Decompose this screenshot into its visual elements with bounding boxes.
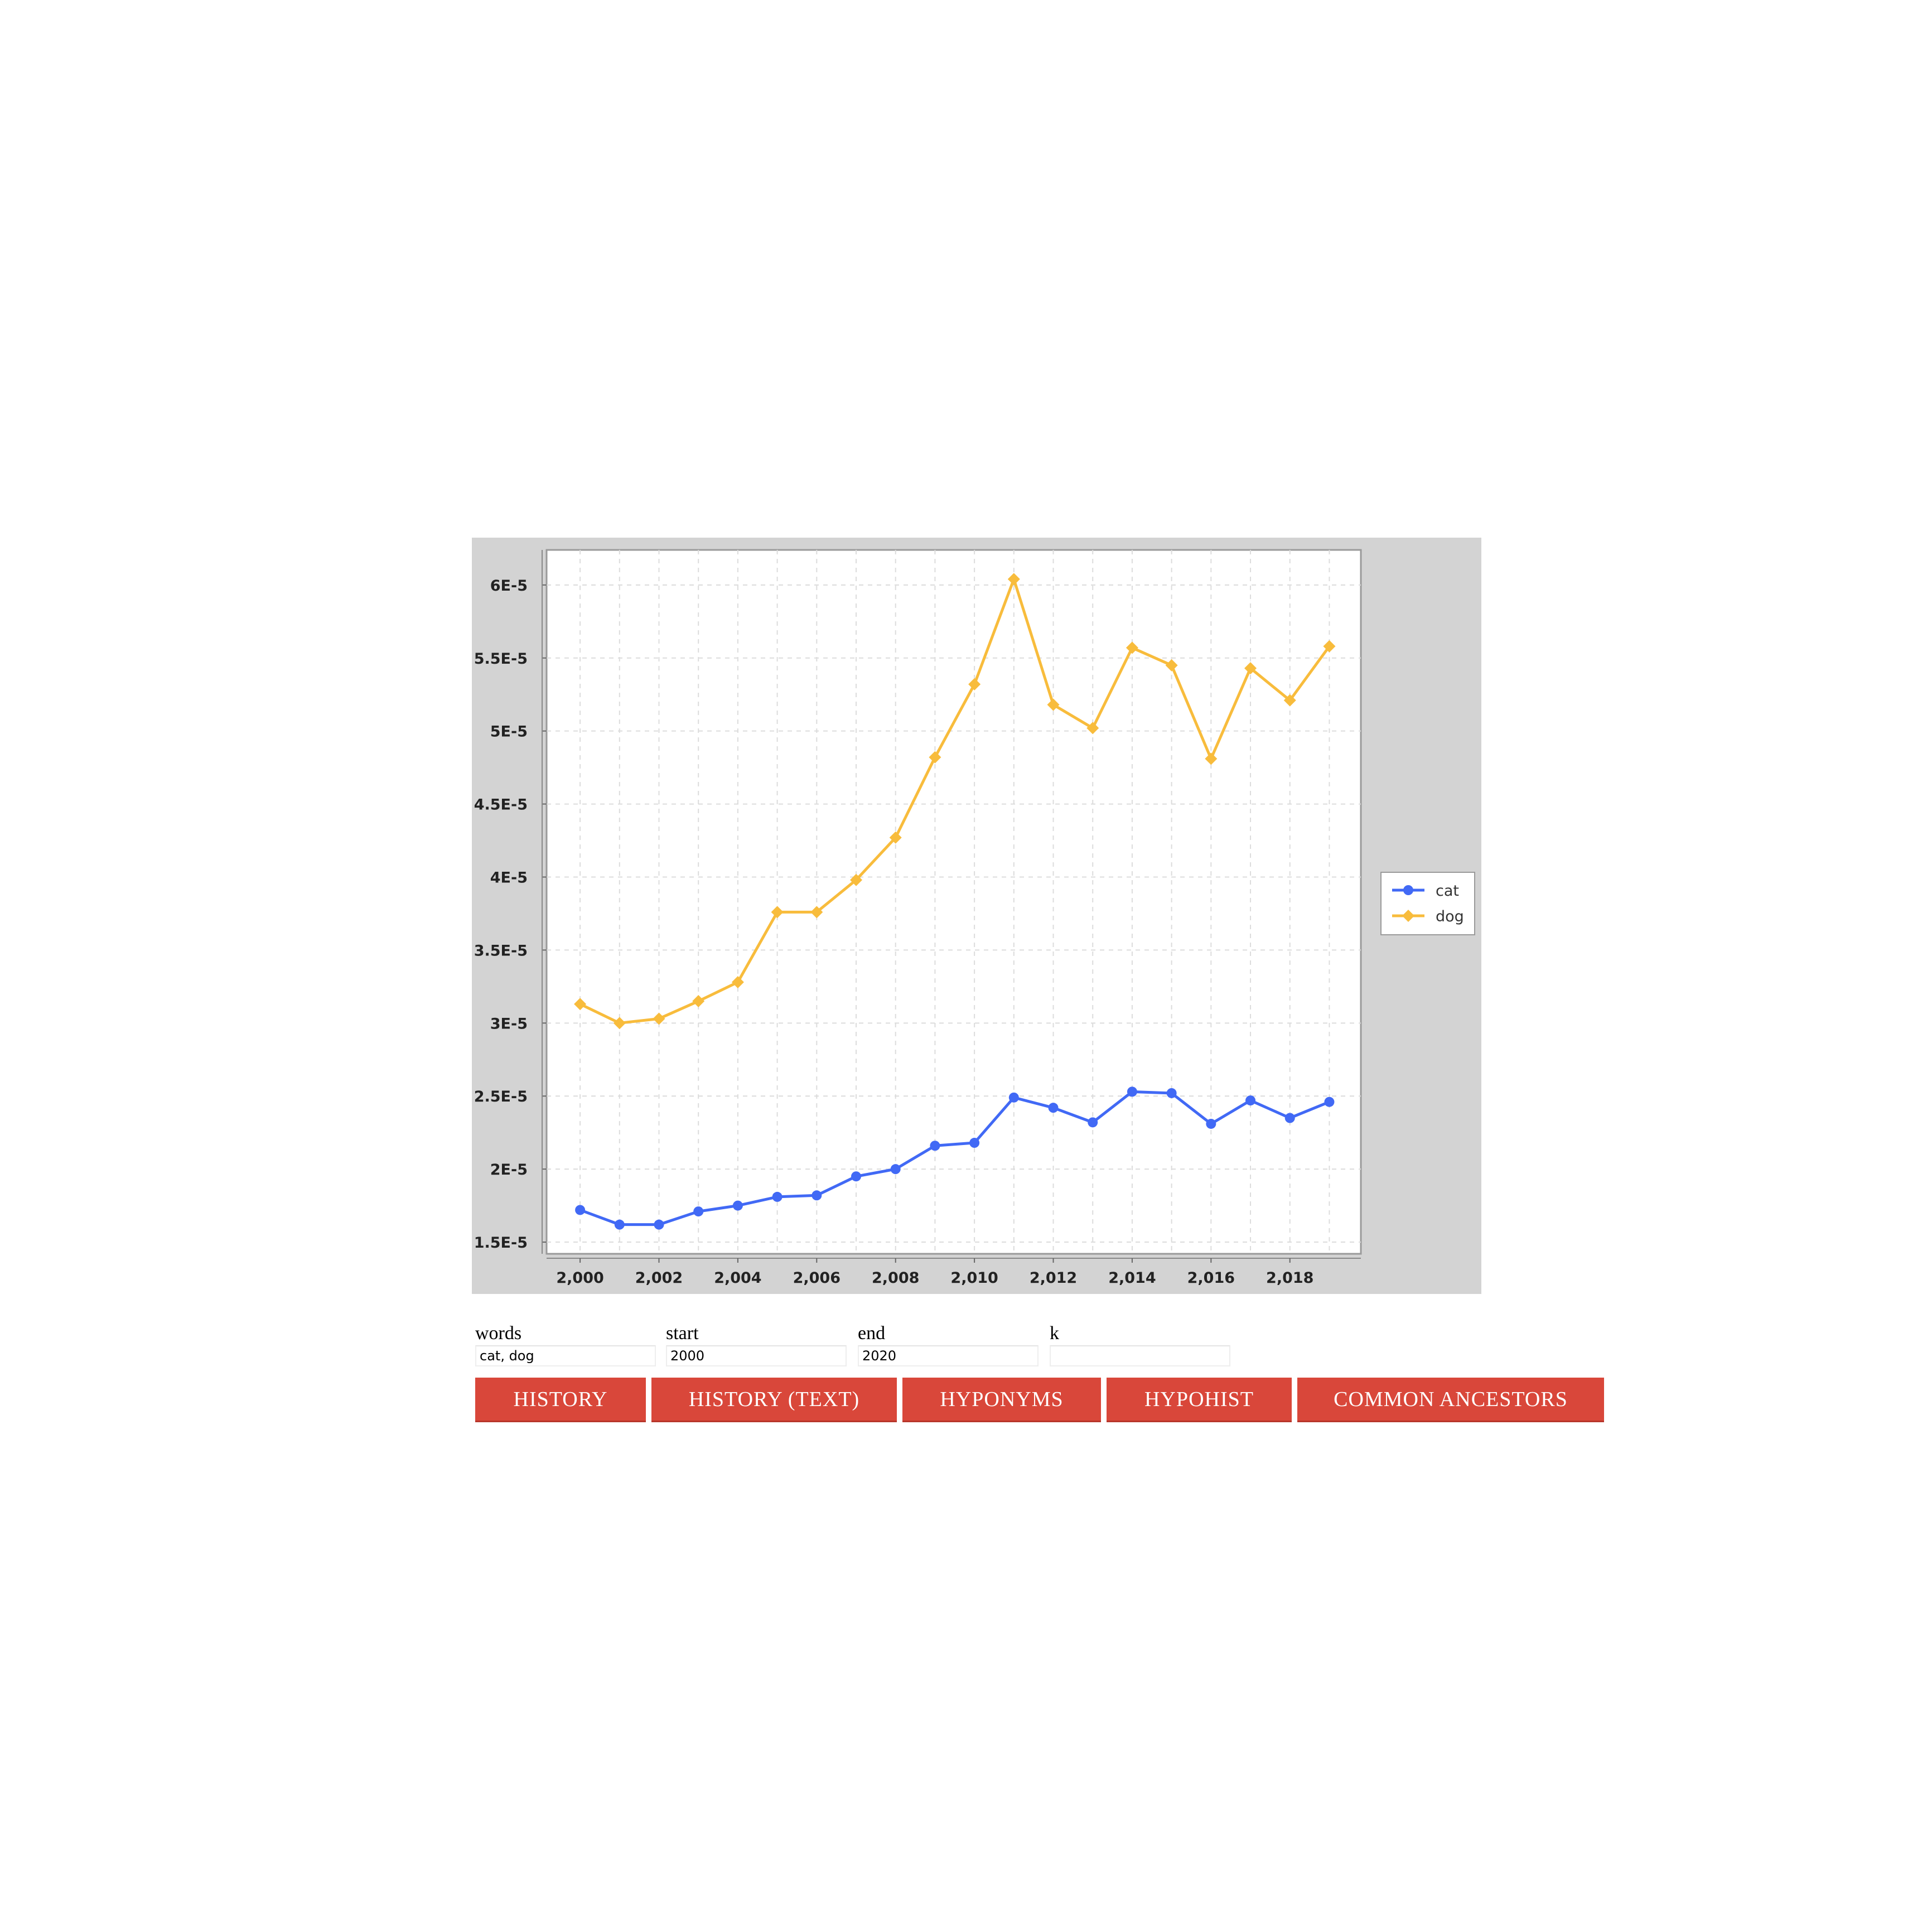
x-tick-label: 2,002 (635, 1269, 683, 1287)
data-point-cat (1127, 1086, 1137, 1097)
x-tick-label: 2,014 (1108, 1269, 1156, 1287)
data-point-cat (1088, 1117, 1098, 1128)
k-input[interactable] (1050, 1345, 1230, 1366)
x-tick-label: 2,018 (1266, 1269, 1313, 1287)
data-point-dog (771, 906, 784, 919)
end-input[interactable] (858, 1345, 1039, 1366)
data-point-dog (929, 751, 941, 764)
data-point-dog (1323, 640, 1336, 653)
y-tick-label: 1.5E-5 (474, 1234, 528, 1252)
y-tick-label: 4.5E-5 (474, 796, 528, 814)
data-point-cat (1048, 1103, 1059, 1113)
x-tick-label: 2,012 (1030, 1269, 1077, 1287)
data-point-dog (574, 998, 587, 1011)
data-point-cat (1206, 1118, 1216, 1129)
plot-area (545, 549, 1362, 1255)
start-input[interactable] (666, 1345, 847, 1366)
y-tick-label: 4E-5 (490, 869, 528, 886)
x-tick-label: 2,008 (872, 1269, 919, 1287)
data-point-dog (653, 1012, 665, 1025)
chart-panel: 1.5E-5 2E-5 2.5E-5 3E-5 3.5E-5 4E-5 4.5E-5 5E-5… (472, 538, 1481, 1294)
data-point-cat (654, 1219, 664, 1230)
legend-box (1380, 872, 1475, 935)
data-point-cat (614, 1219, 625, 1230)
legend-marker-dog (1402, 910, 1414, 922)
data-point-dog (1007, 573, 1020, 586)
k-label: k (1050, 1323, 1059, 1344)
y-tick-label: 5.5E-5 (474, 650, 528, 668)
data-point-cat (969, 1138, 980, 1148)
data-point-dog (1086, 722, 1099, 735)
x-tick-label: 2,006 (793, 1269, 841, 1287)
data-point-dog (1165, 659, 1178, 672)
data-point-cat (1284, 1113, 1295, 1123)
x-tick-label: 2,004 (714, 1269, 761, 1287)
legend-marker-cat (1403, 885, 1413, 895)
data-point-cat (575, 1205, 586, 1215)
data-point-dog (1047, 698, 1060, 711)
x-tick-label: 2,010 (950, 1269, 998, 1287)
legend-label-dog: dog (1436, 908, 1464, 925)
history-button[interactable]: HISTORY (475, 1378, 646, 1422)
words-input[interactable] (475, 1345, 656, 1366)
data-point-cat (1324, 1097, 1335, 1107)
data-point-cat (732, 1200, 743, 1211)
data-point-cat (693, 1206, 704, 1217)
data-point-cat (1166, 1088, 1177, 1098)
y-tick-label: 6E-5 (490, 577, 528, 595)
data-point-dog (692, 995, 705, 1008)
data-point-cat (1008, 1092, 1019, 1103)
data-point-dog (968, 678, 981, 690)
data-point-cat (930, 1141, 940, 1151)
hyponyms-button[interactable]: HYPONYMS (902, 1378, 1101, 1422)
common-ancestors-button[interactable]: COMMON ANCESTORS (1297, 1378, 1604, 1422)
data-point-dog (613, 1017, 626, 1030)
data-point-dog (1283, 694, 1296, 707)
words-label: words (475, 1323, 522, 1344)
y-tick-label: 5E-5 (490, 723, 528, 741)
data-point-dog (1126, 641, 1138, 654)
legend-label-cat: cat (1436, 882, 1459, 900)
data-point-cat (890, 1164, 901, 1175)
data-point-dog (850, 873, 863, 886)
data-point-dog (810, 906, 823, 919)
data-point-dog (731, 976, 744, 989)
series-line-dog (579, 577, 1331, 1025)
data-point-dog (1244, 662, 1257, 675)
data-point-dog (1205, 752, 1218, 765)
start-label: start (666, 1323, 699, 1344)
y-tick-label: 3E-5 (490, 1015, 528, 1032)
series-line-cat (579, 1090, 1330, 1226)
x-tick-label: 2,000 (556, 1269, 603, 1287)
data-point-dog (889, 831, 902, 844)
y-tick-label: 3.5E-5 (474, 942, 528, 959)
y-tick-label: 2E-5 (490, 1161, 528, 1178)
history-text-button[interactable]: HISTORY (TEXT) (651, 1378, 897, 1422)
y-tick-label: 2.5E-5 (474, 1088, 528, 1105)
data-point-cat (1245, 1095, 1256, 1106)
data-point-cat (772, 1191, 783, 1202)
x-tick-label: 2,016 (1187, 1269, 1235, 1287)
data-point-cat (851, 1171, 862, 1182)
hypohist-button[interactable]: HYPOHIST (1107, 1378, 1292, 1422)
end-label: end (858, 1323, 886, 1344)
data-point-cat (812, 1190, 822, 1201)
line-chart: 1.5E-5 2E-5 2.5E-5 3E-5 3.5E-5 4E-5 4.5E-5 5E-5… (474, 549, 1475, 1287)
